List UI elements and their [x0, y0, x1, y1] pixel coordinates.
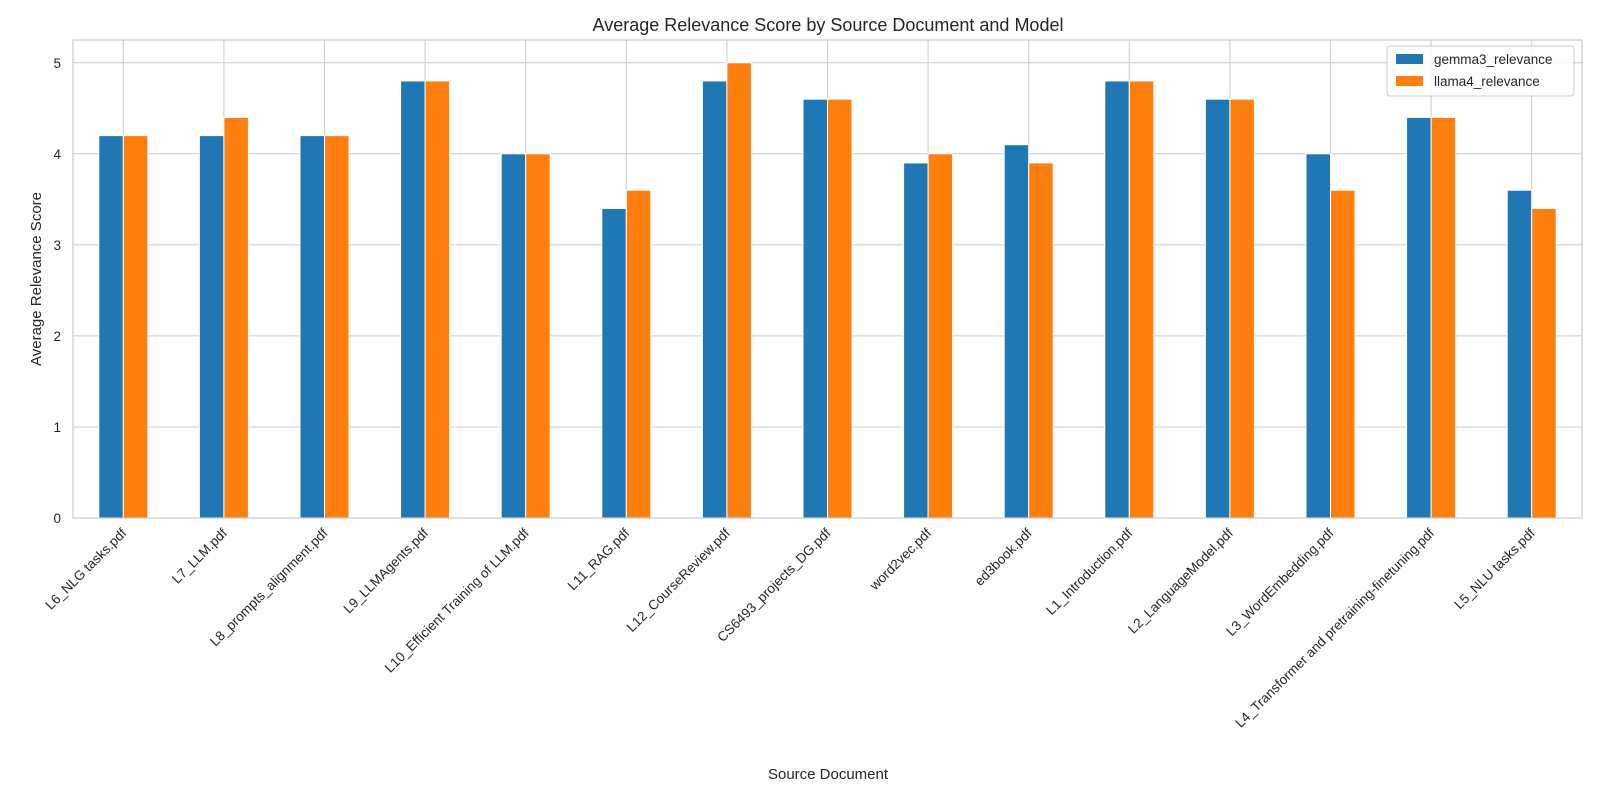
- chart-title: Average Relevance Score by Source Docume…: [593, 15, 1064, 35]
- y-tick-label: 3: [53, 238, 61, 253]
- bar-llama4_relevance-3: [424, 80, 451, 519]
- x-tick-label: ed3book.pdf: [972, 525, 1035, 588]
- x-tick-label: L9_LLMAgents.pdf: [340, 525, 431, 616]
- bar-llama4_relevance-10: [1128, 80, 1155, 519]
- x-tick-label: L2_LanguageModel.pdf: [1125, 525, 1236, 636]
- x-tick-label: L3_WordEmbedding.pdf: [1223, 525, 1337, 639]
- bar-gemma3_relevance-1: [198, 135, 225, 519]
- bar-gemma3_relevance-3: [400, 80, 426, 519]
- x-tick-label: CS6493_projects_DG.pdf: [714, 525, 834, 645]
- bar-gemma3_relevance-0: [98, 135, 124, 519]
- x-axis-ticks: L6_NLG tasks.pdf L7_LLM.pdfL8_prompts_ali…: [42, 525, 1538, 730]
- bar-gemma3_relevance-11: [1204, 98, 1231, 519]
- bar-llama4_relevance-1: [223, 116, 249, 519]
- bar-gemma3_relevance-7: [802, 98, 828, 519]
- bar-llama4_relevance-6: [726, 62, 752, 519]
- bar-gemma3_relevance-13: [1406, 116, 1432, 519]
- bar-llama4_relevance-0: [122, 135, 149, 519]
- bar-llama4_relevance-2: [324, 135, 350, 519]
- bar-gemma3_relevance-9: [1003, 144, 1030, 519]
- bar-gemma3_relevance-14: [1506, 189, 1533, 519]
- x-tick-label: L12_CourseReview.pdf: [624, 525, 733, 634]
- bar-llama4_relevance-12: [1330, 189, 1356, 519]
- bar-llama4_relevance-8: [927, 153, 954, 519]
- legend-box: [1386, 45, 1575, 97]
- bar-gemma3_relevance-8: [903, 162, 929, 519]
- bar-gemma3_relevance-6: [701, 80, 728, 519]
- bar-gemma3_relevance-12: [1305, 153, 1331, 519]
- bar-gemma3_relevance-10: [1104, 80, 1130, 519]
- bar-gemma3_relevance-4: [500, 153, 527, 519]
- bar-llama4_relevance-7: [827, 98, 853, 519]
- legend: gemma3_relevance llama4_relevance: [1386, 45, 1575, 97]
- legend-label-gemma3_relevance: gemma3_relevance: [1434, 52, 1553, 67]
- legend-swatch-llama4_relevance: [1396, 76, 1423, 86]
- legend-swatch-gemma3_relevance: [1396, 54, 1423, 64]
- bar-llama4_relevance-9: [1028, 162, 1054, 519]
- y-axis-label: Average Relevance Score: [28, 192, 45, 366]
- x-tick-label: L11_RAG.pdf: [565, 525, 633, 593]
- x-tick-label: L1_Introduction.pdf: [1043, 525, 1136, 618]
- bar-gemma3_relevance-2: [299, 135, 325, 519]
- y-tick-label: 4: [53, 147, 61, 162]
- y-tick-label: 0: [53, 511, 61, 526]
- y-tick-label: 5: [53, 56, 61, 71]
- x-tick-label: L6_NLG tasks.pdf: [42, 525, 129, 612]
- x-axis-label: Source Document: [768, 766, 889, 783]
- bar-gemma3_relevance-5: [601, 207, 627, 519]
- y-tick-label: 2: [53, 329, 61, 344]
- y-tick-label: 1: [53, 420, 61, 435]
- bar-llama4_relevance-4: [525, 153, 551, 519]
- x-tick-label: L8_prompts_alignment.pdf: [207, 525, 331, 649]
- x-tick-label: L5_NLU tasks.pdf: [1451, 525, 1538, 612]
- bar-llama4_relevance-13: [1430, 116, 1457, 519]
- plot-frame: [72, 39, 1583, 519]
- x-tick-label: L7_LLM.pdf: [169, 525, 230, 586]
- bar-llama4_relevance-5: [625, 189, 652, 519]
- x-tick-label: word2vec.pdf: [866, 525, 934, 593]
- x-tick-label: L4_Transformer and pretraining-finetunin…: [1232, 525, 1437, 730]
- bar-llama4_relevance-14: [1531, 207, 1557, 519]
- bars: [98, 62, 1557, 519]
- legend-label-llama4_relevance: llama4_relevance: [1434, 74, 1540, 89]
- y-axis-ticks: 0 1 2 3 4 5: [53, 56, 61, 526]
- bar-llama4_relevance-11: [1229, 98, 1255, 519]
